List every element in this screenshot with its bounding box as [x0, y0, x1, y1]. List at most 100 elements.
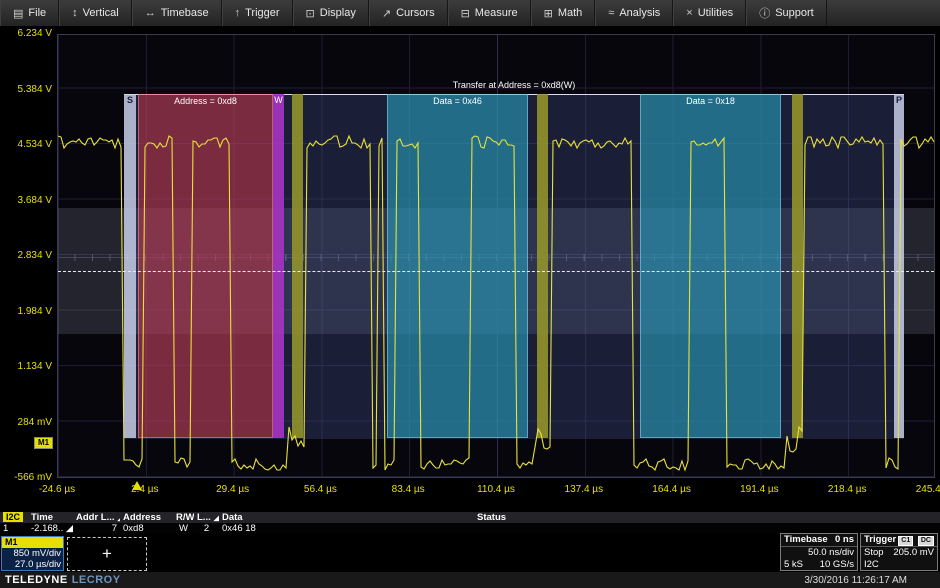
m1-vdiv: 850 mV/div [2, 548, 63, 559]
menu-label: Math [558, 7, 582, 19]
m1-level-badge[interactable]: M1 [34, 437, 53, 449]
column-header-address[interactable]: Address [120, 512, 173, 523]
cursors-icon: ↗ [382, 7, 391, 20]
m1-tdiv: 27.0 µs/div [2, 559, 63, 570]
m1-descriptor-title: M1 [2, 537, 63, 548]
analysis-icon: ≈ [608, 7, 614, 19]
trigger-level: 205.0 mV [893, 547, 934, 559]
menubar: ▤ File ↕ Vertical ↔ Timebase ↑ Trigger ⊡ Display ↗… [0, 0, 940, 27]
time-tick-label: 29.4 µs [216, 484, 249, 495]
menu-item-support[interactable]: ⓘ Support [746, 0, 827, 26]
menu-label: Timebase [161, 7, 209, 19]
datetime-display: 3/30/2016 11:26:17 AM [804, 575, 907, 586]
timebase-samples: 5 kS [784, 559, 803, 571]
table-cell: 1 [0, 523, 28, 534]
time-tick-label: 110.4 µs [477, 484, 515, 495]
menu-item-math[interactable]: ⊞ Math [531, 0, 596, 26]
voltage-tick-label: 1.984 V [0, 306, 52, 317]
trigger-coupling-badge: DC [918, 536, 934, 546]
voltage-tick-label: 2.834 V [0, 250, 52, 261]
menu-label: Trigger [245, 7, 279, 19]
waveform-grid[interactable]: Transfer at Address = 0xd8(W) SAddress =… [57, 34, 935, 478]
time-tick-label: 83.4 µs [392, 484, 425, 495]
time-tick-label: 56.4 µs [304, 484, 337, 495]
oscilloscope-app: ▤ File ↕ Vertical ↔ Timebase ↑ Trigger ⊡ Display ↗… [0, 0, 940, 588]
voltage-tick-label: 3.684 V [0, 195, 52, 206]
timebase-offset: 0 ns [835, 534, 854, 546]
column-header-addrl[interactable]: Addr L... ◢ [73, 512, 120, 523]
menu-item-vertical[interactable]: ↕ Vertical [59, 0, 132, 26]
voltage-tick-label: -566 mV [0, 472, 52, 483]
column-header-l[interactable]: L... ◢ [194, 512, 219, 523]
m1-descriptor[interactable]: M1 850 mV/div 27.0 µs/div [1, 536, 64, 571]
menu-label: Vertical [83, 7, 119, 19]
menu-label: Utilities [698, 7, 733, 19]
menu-item-file[interactable]: ▤ File [0, 0, 59, 26]
timebase-rate: 10 GS/s [820, 559, 854, 571]
table-cell: 0xd8 [120, 523, 173, 534]
menu-item-display[interactable]: ⊡ Display [293, 0, 369, 26]
menu-item-timebase[interactable]: ↔ Timebase [132, 0, 222, 26]
decode-table: I2C TimeAddr L... ◢AddressR/WL... ◢DataSt… [0, 512, 940, 534]
trigger-descriptor[interactable]: Trigger C1 DC Stop 205.0 mV I2C [860, 533, 938, 571]
timebase-descriptor[interactable]: Timebase 0 ns 50.0 ns/div 5 kS 10 GS/s [780, 533, 858, 571]
table-corner-cell: I2C [0, 512, 28, 523]
table-cell: W [173, 523, 194, 534]
utilities-icon: × [686, 7, 692, 19]
menu-label: Measure [475, 7, 518, 19]
table-cell: 0x46 18 [219, 523, 474, 534]
time-tick-label: -24.6 µs [39, 484, 75, 495]
menu-label: Support [775, 7, 814, 19]
math-icon: ⊞ [544, 7, 553, 20]
trigger-title: Trigger [864, 534, 896, 546]
voltage-tick-label: 284 mV [0, 417, 52, 428]
table-cell [474, 523, 624, 534]
column-header-status[interactable]: Status [474, 512, 624, 523]
timebase-per-div: 50.0 ns/div [808, 547, 854, 559]
menu-item-measure[interactable]: ⊟Measure [448, 0, 531, 26]
add-trace-button[interactable]: + [67, 537, 147, 571]
display-icon: ⊡ [306, 7, 315, 20]
menu-item-trigger[interactable]: ↑ Trigger [222, 0, 293, 26]
vertical-icon: ↕ [72, 7, 78, 19]
support-icon: ⓘ [759, 5, 770, 21]
timebase-title: Timebase [784, 534, 828, 546]
voltage-tick-label: 6.234 V [0, 28, 52, 39]
trigger-mode: Stop [864, 547, 884, 559]
time-tick-label: 245.4 µs [916, 484, 940, 495]
table-cell: 2 [194, 523, 219, 534]
time-tick-label: 191.4 µs [740, 484, 779, 495]
timebase-icon: ↔ [145, 7, 156, 19]
status-bar: TELEDYNELECROY 3/30/2016 11:26:17 AM [0, 572, 940, 588]
menu-item-cursors[interactable]: ↗ Cursors [369, 0, 448, 26]
voltage-tick-label: 4.534 V [0, 139, 52, 150]
menu-item-utilities[interactable]: × Utilities [673, 0, 746, 26]
menu-label: Display [320, 7, 356, 19]
menu-label: Cursors [396, 7, 435, 19]
menu-item-analysis[interactable]: ≈ Analysis [595, 0, 673, 26]
voltage-tick-label: 1.134 V [0, 361, 52, 372]
plus-icon: + [102, 544, 112, 564]
table-header-row: I2C TimeAddr L... ◢AddressR/WL... ◢DataSt… [0, 512, 940, 523]
teledyne-lecroy-logo: TELEDYNELECROY [5, 574, 121, 586]
trigger-time-marker[interactable] [132, 481, 142, 490]
menu-label: Analysis [619, 7, 660, 19]
column-header-time[interactable]: Time [28, 512, 73, 523]
column-header-rw[interactable]: R/W [173, 512, 194, 523]
scope-display[interactable]: Transfer at Address = 0xd8(W) SAddress =… [0, 26, 940, 511]
time-tick-label: 137.4 µs [565, 484, 604, 495]
file-icon: ▤ [13, 7, 23, 20]
time-tick-label: 164.4 µs [652, 484, 691, 495]
table-cell: 7 [73, 523, 120, 534]
voltage-tick-label: 5.384 V [0, 84, 52, 95]
trigger-source-badge: C1 [898, 536, 913, 546]
column-header-data[interactable]: Data [219, 512, 474, 523]
c1-waveform-trace [58, 35, 936, 479]
trigger-type: I2C [864, 559, 879, 571]
i2c-badge: I2C [3, 512, 23, 522]
menu-label: File [28, 7, 46, 19]
trigger-icon: ↑ [235, 7, 241, 19]
time-tick-label: 218.4 µs [828, 484, 867, 495]
table-cell: -2.168.. ◢ [28, 523, 73, 534]
trigger-level-line [58, 271, 934, 272]
